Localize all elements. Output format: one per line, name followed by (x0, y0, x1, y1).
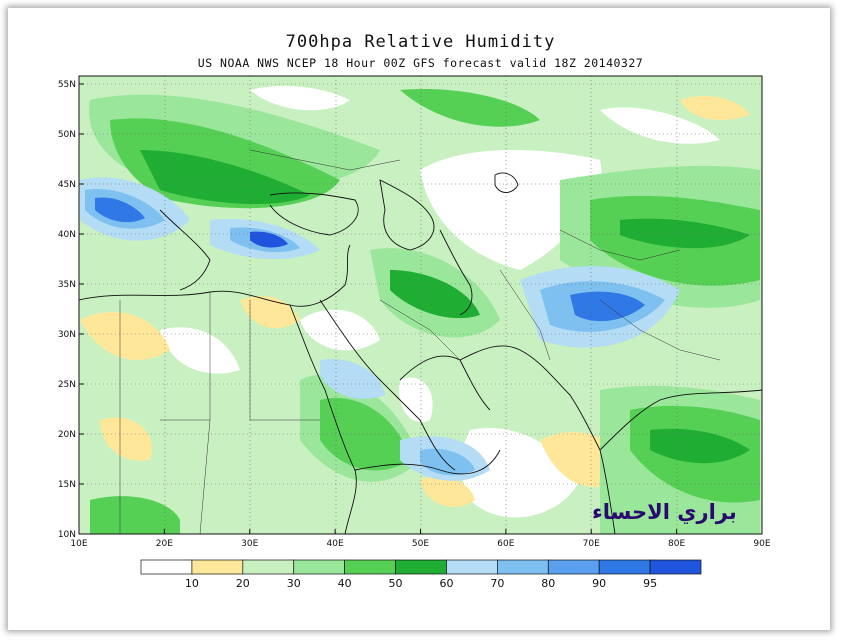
map-title: 700hpa Relative Humidity (285, 32, 556, 52)
legend-swatch (293, 559, 345, 575)
longitude-labels: 10E 20E 30E 40E 50E 60E 70E 80E 90E (70, 529, 771, 549)
legend-swatch (242, 559, 295, 575)
lon-label: 80E (668, 539, 685, 549)
legend-label: 30 (287, 577, 301, 590)
lat-label: 15N (58, 480, 76, 490)
latitude-labels: 55N 50N 45N 40N 35N 30N 25N 20N 15N 10N (58, 80, 84, 540)
lat-label: 40N (58, 230, 76, 240)
lat-label: 50N (58, 130, 76, 140)
lon-label: 90E (753, 539, 770, 549)
legend-label: 20 (236, 577, 250, 590)
lon-label: 20E (156, 539, 173, 549)
legend-colorbar: 10 20 30 40 50 60 70 80 90 95 (140, 559, 702, 590)
lat-label: 55N (58, 80, 76, 90)
legend-label: 90 (592, 577, 606, 590)
legend-swatch (344, 559, 396, 575)
legend-swatch (497, 559, 549, 575)
lat-label: 25N (58, 380, 76, 390)
lon-label: 50E (412, 539, 429, 549)
coastlines (79, 172, 762, 534)
legend-swatch (395, 559, 447, 575)
lon-label: 70E (583, 539, 600, 549)
lat-label: 45N (58, 180, 76, 190)
humidity-field (79, 76, 762, 534)
legend-swatch (598, 559, 651, 575)
legend-swatch (140, 559, 193, 575)
map-subtitle: US NOAA NWS NCEP 18 Hour 00Z GFS forecas… (197, 56, 644, 70)
watermark-text: براري الاحساء (592, 500, 737, 524)
borders (119, 149, 721, 534)
lon-label: 60E (497, 539, 514, 549)
legend-label: 70 (490, 577, 504, 590)
legend-swatch (446, 559, 498, 575)
legend-swatch (649, 559, 702, 575)
lon-label: 40E (327, 539, 344, 549)
legend-label: 80 (541, 577, 555, 590)
lat-label: 30N (58, 330, 76, 340)
lat-label: 35N (58, 280, 76, 290)
legend-swatch (191, 559, 244, 575)
legend-label: 95 (643, 577, 657, 590)
legend-label: 50 (389, 577, 403, 590)
legend-label: 60 (439, 577, 453, 590)
legend-label: 40 (338, 577, 352, 590)
lon-label: 30E (241, 539, 258, 549)
legend-label: 10 (185, 577, 199, 590)
lat-label: 20N (58, 430, 76, 440)
legend-swatch (547, 559, 600, 575)
lat-label: 10N (58, 530, 76, 540)
lon-label: 10E (70, 539, 87, 549)
